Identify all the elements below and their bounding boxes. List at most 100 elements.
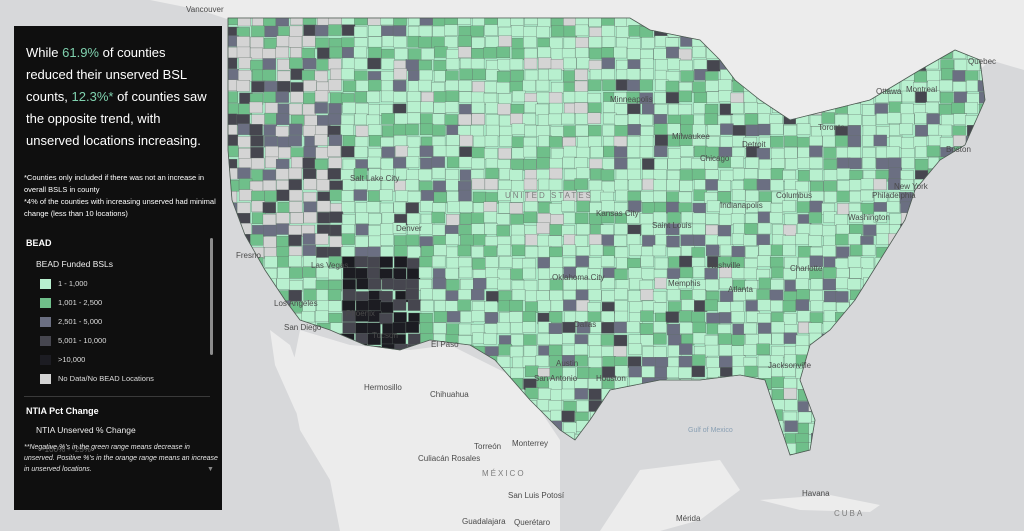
county-cell	[627, 258, 641, 270]
county-cell	[459, 146, 473, 159]
county-cell	[250, 47, 264, 60]
county-cell	[510, 334, 525, 346]
legend-subtitle-bead: BEAD Funded BSLs	[36, 259, 114, 269]
county-cell	[576, 223, 590, 236]
county-cell	[341, 24, 356, 36]
county-cell	[522, 79, 536, 92]
city-label: San Antonio	[534, 374, 578, 383]
county-cell	[303, 125, 317, 137]
county-cell	[460, 311, 474, 323]
headline-pct-increase: 12.3%*	[71, 89, 114, 104]
county-cell	[379, 189, 393, 201]
county-cell	[847, 146, 861, 159]
county-cell	[432, 124, 446, 136]
county-cell	[470, 212, 485, 224]
county-cell	[367, 267, 381, 280]
county-cell	[823, 147, 837, 159]
county-cell	[732, 355, 746, 367]
county-cell	[433, 91, 447, 103]
county-cell	[485, 102, 499, 114]
county-cell	[641, 300, 656, 313]
county-cell	[446, 214, 460, 226]
county-cell	[288, 36, 303, 48]
county-cell	[704, 344, 719, 357]
county-cell	[628, 179, 643, 191]
legend-panel: While 61.9% of counties reduced their un…	[14, 26, 222, 510]
county-cell	[420, 300, 434, 312]
county-cell	[653, 321, 667, 333]
county-cell	[770, 147, 785, 160]
county-cell	[562, 156, 576, 169]
county-cell	[678, 366, 692, 379]
county-cell	[316, 300, 330, 312]
city-label: Philadelphia	[872, 191, 916, 200]
county-cell	[601, 181, 616, 193]
county-cell	[329, 236, 343, 248]
county-cell	[434, 46, 448, 58]
county-cell	[706, 91, 721, 103]
county-cell	[600, 334, 615, 346]
city-label: Hermosillo	[364, 383, 402, 392]
county-cell	[718, 79, 732, 91]
county-cell	[239, 189, 253, 201]
county-cell	[679, 322, 694, 334]
county-cell	[341, 47, 356, 59]
county-cell	[654, 277, 668, 290]
county-cell	[394, 256, 408, 268]
legend-scroll-area[interactable]: BEAD BEAD Funded BSLs 1 - 1,000 1,001 - 2…	[14, 232, 222, 462]
county-cell	[574, 355, 588, 367]
county-cell	[238, 69, 252, 82]
county-cell	[394, 235, 408, 247]
county-cell	[563, 145, 577, 158]
county-cell	[745, 124, 760, 137]
county-cell	[367, 256, 382, 269]
county-cell	[432, 113, 446, 125]
county-cell	[574, 343, 588, 356]
county-cell	[380, 158, 395, 170]
county-cell	[692, 223, 706, 236]
county-cell	[393, 68, 408, 80]
county-cell	[276, 278, 290, 290]
county-cell	[471, 310, 485, 322]
scroll-down-icon[interactable]: ▼	[207, 466, 214, 473]
county-cell	[549, 256, 563, 269]
county-cell	[393, 279, 407, 291]
county-cell	[809, 145, 823, 157]
county-cell	[550, 126, 565, 138]
county-cell	[784, 135, 798, 148]
county-cell	[381, 25, 395, 37]
county-cell	[745, 190, 759, 202]
county-cell	[497, 58, 511, 71]
county-cell	[563, 401, 577, 413]
county-cell	[563, 299, 577, 311]
county-cell	[405, 179, 420, 191]
county-cell	[419, 322, 434, 334]
county-cell	[628, 343, 642, 355]
county-cell	[848, 157, 862, 170]
county-cell	[381, 212, 396, 224]
county-cell	[354, 256, 368, 268]
county-cell	[262, 169, 277, 181]
county-cell	[821, 112, 835, 124]
county-cell	[642, 235, 656, 247]
county-cell	[613, 46, 628, 59]
county-cell	[328, 256, 342, 268]
county-cell	[408, 48, 422, 60]
county-cell	[705, 244, 720, 256]
county-cell	[614, 157, 628, 170]
county-cell	[368, 36, 382, 48]
county-cell	[836, 246, 850, 258]
county-cell	[783, 313, 797, 325]
county-cell	[574, 388, 588, 400]
county-cell	[277, 267, 291, 279]
county-cell	[849, 223, 863, 236]
county-cell	[575, 47, 589, 59]
county-cell	[328, 300, 342, 312]
county-cell	[459, 68, 473, 80]
county-cell	[915, 146, 929, 158]
county-cell	[730, 156, 744, 168]
county-cell	[666, 201, 680, 214]
legend-scrollbar[interactable]	[210, 238, 213, 355]
county-cell	[666, 289, 681, 301]
